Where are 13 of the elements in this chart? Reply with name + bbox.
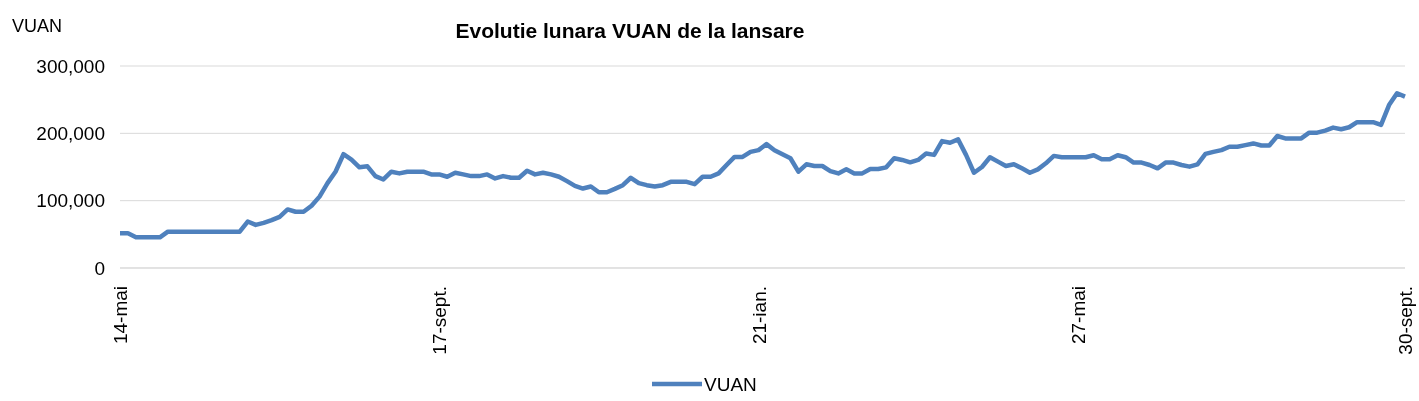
x-tick-label: 27-mai: [1067, 286, 1089, 345]
x-tick-label: 17-sept.: [429, 286, 451, 355]
chart-title: Evolutie lunara VUAN de la lansare: [455, 19, 805, 42]
x-tick-label: 14-mai: [110, 286, 131, 345]
y-axis-title: VUAN: [12, 16, 63, 36]
legend-label: VUAN: [704, 374, 757, 395]
x-tick-label: 30-sept.: [1395, 286, 1416, 355]
y-tick-label: 200,000: [36, 122, 105, 144]
y-tick-label: 0: [94, 257, 105, 279]
y-tick-label: 300,000: [36, 55, 105, 77]
y-tick-label: 100,000: [36, 190, 105, 212]
line-series: [117, 91, 1408, 240]
x-tick-label: 21-ian.: [748, 286, 770, 345]
